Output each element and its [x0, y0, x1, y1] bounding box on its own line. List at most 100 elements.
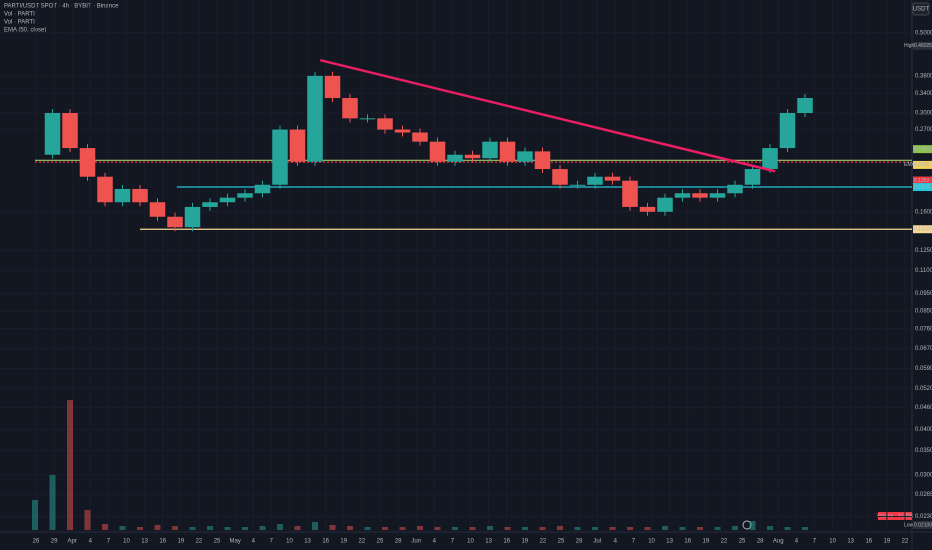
volume-bar	[662, 526, 668, 530]
price-tag	[913, 225, 932, 234]
volume-bar	[312, 522, 318, 530]
candle	[79, 148, 96, 177]
indicator: EMA (50, close)	[4, 28, 46, 34]
candle	[289, 129, 306, 162]
x-tick-label: 16	[865, 539, 872, 545]
price-tag	[913, 176, 932, 185]
price-tag-name: EMA	[904, 162, 916, 168]
x-tick-label: 19	[340, 539, 347, 545]
currency[interactable]: USDT	[913, 7, 930, 13]
currency-button[interactable]	[912, 2, 930, 16]
x-tick-label: Jun	[411, 539, 421, 545]
y-tick-label: 0.02300	[915, 514, 932, 520]
price-label: 0.46025	[914, 43, 932, 49]
price-tag	[913, 41, 932, 50]
volume-bar	[714, 527, 721, 530]
price-label: 0.2384	[914, 146, 930, 152]
candle	[797, 98, 813, 114]
volume-bar	[259, 526, 266, 530]
candle	[237, 193, 253, 198]
symbol: PARTI/USDT SPOT · 4h · BYBIT · Binance	[4, 4, 119, 10]
candle	[114, 188, 131, 203]
x-tick-label: 19	[177, 539, 184, 545]
x-tick-label: 7	[270, 539, 274, 545]
x-tick-label: 25	[558, 539, 565, 545]
x-tick-label: 10	[467, 539, 474, 545]
x-tick-label: 22	[540, 539, 547, 545]
x-tick-label: 16	[684, 539, 691, 545]
x-tick-label: 13	[485, 539, 492, 545]
x-tick-label: May	[229, 539, 240, 545]
volume-bar	[49, 475, 56, 530]
x-tick-label: 10	[286, 539, 293, 545]
candle	[377, 118, 393, 130]
price-label: 0.14316	[914, 227, 932, 233]
candle	[307, 75, 323, 162]
volume-bar	[609, 527, 616, 530]
x-tick-label: 28	[576, 539, 583, 545]
volume-bar	[592, 527, 598, 530]
price-label: 0.1873	[914, 184, 930, 190]
candle	[482, 141, 498, 159]
x-tick-label: 16	[322, 539, 329, 545]
x-tick-label: 19	[703, 539, 710, 545]
volume-bar	[697, 527, 703, 530]
candle	[97, 176, 113, 203]
x-tick-label: 4	[795, 539, 799, 545]
volume-bar	[119, 526, 126, 530]
volume-bar	[67, 400, 73, 530]
volume-bar	[732, 526, 738, 530]
volume-bar	[469, 527, 476, 530]
candle	[219, 197, 236, 203]
x-tick-label: 13	[847, 539, 854, 545]
x-tick-label: 22	[721, 539, 728, 545]
volume-bar	[32, 500, 38, 530]
volume-bar	[294, 526, 301, 530]
volume-bar	[277, 524, 283, 530]
candle	[552, 169, 568, 185]
price-label: 0.02100	[914, 522, 932, 528]
candle	[639, 206, 656, 212]
volume-bar	[522, 527, 528, 530]
candle	[517, 151, 533, 162]
candle	[587, 176, 603, 185]
candle	[709, 193, 726, 198]
candle	[62, 113, 78, 149]
x-tick-label: 7	[107, 539, 111, 545]
x-tick-label: 22	[359, 539, 366, 545]
volume-bar	[224, 527, 231, 530]
trendline	[319, 58, 776, 173]
volume-bar	[434, 527, 441, 530]
x-tick-label: 22	[196, 539, 203, 545]
candle	[534, 151, 551, 170]
price-tag-name: Low	[904, 522, 914, 528]
x-tick-label: 4	[252, 539, 256, 545]
x-tick-label: 25	[214, 539, 221, 545]
volume-bar	[417, 526, 423, 530]
candle	[429, 141, 446, 162]
volume-bar	[154, 525, 161, 530]
volume-bar	[644, 527, 651, 530]
price-tag-name: High	[904, 43, 915, 49]
x-tick-label: 13	[141, 539, 148, 545]
x-tick-label: 19	[884, 539, 891, 545]
x-tick-label: 7	[813, 539, 817, 545]
x-tick-label: 16	[503, 539, 510, 545]
candle	[149, 202, 166, 217]
price-tag	[913, 183, 932, 192]
candle	[254, 184, 271, 194]
